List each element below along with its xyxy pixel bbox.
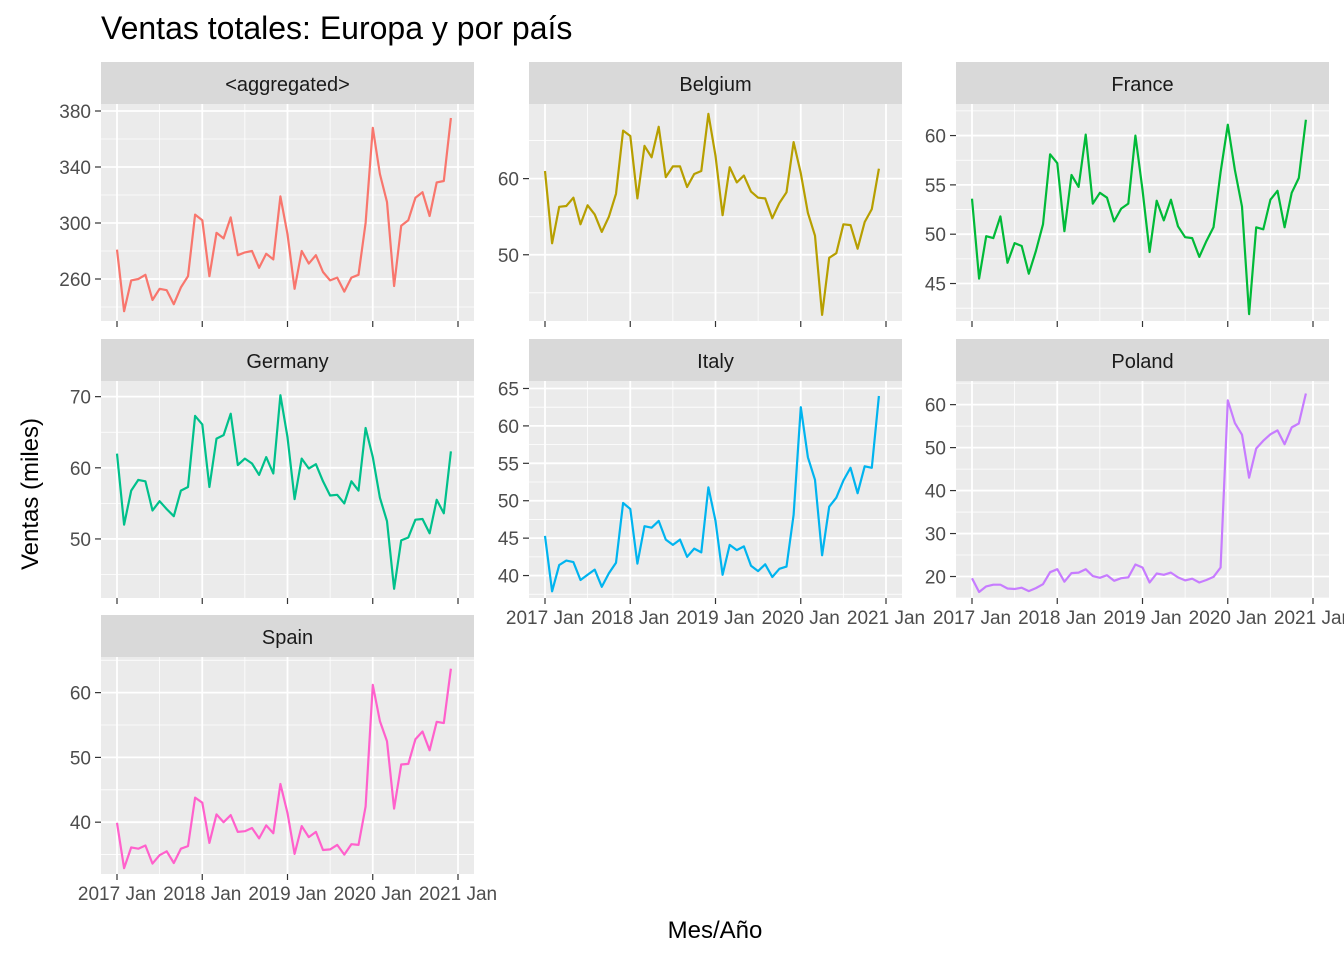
y-tick-label: 60 [925,396,946,417]
y-tick-label: 60 [925,127,946,148]
y-tick-label: 60 [498,170,519,191]
y-tick-label: 50 [498,246,519,267]
y-axis-title: Ventas (miles) [17,418,44,570]
y-tick-label: 380 [59,102,91,123]
y-tick-label: 50 [925,439,946,460]
series-line-spain [115,668,452,870]
x-tick-label: 2021 Jan [419,884,497,905]
y-tick-label: 50 [70,748,91,769]
facet-belgium: Belgium 50 60 [498,62,902,327]
facet-strip-label: Germany [246,351,328,373]
facet-strip [101,615,474,657]
x-tick-label: 2021 Jan [847,608,925,629]
facet-panels: <aggregated>260300340380Belgium5060Franc… [59,62,1344,905]
facet-aggregated: <aggregated> 260 300 340 380 [59,62,474,327]
x-tick-label: 2017 Jan [78,884,156,905]
y-tick-label: 40 [925,482,946,503]
facet-italy: Italy 40 45 50 55 60 65 2017 Jan 2018 Jan 2019 Ja… [498,339,925,629]
y-tick-label: 55 [925,176,946,197]
x-tick-label: 2021 Jan [1274,608,1344,629]
x-tick-label: 2020 Jan [334,884,412,905]
facet-strip-label: Belgium [679,74,751,96]
facet-strip [956,339,1329,381]
y-tick-label: 55 [498,454,519,475]
facet-strip-label: Italy [697,351,734,373]
series-line-belgium [543,112,880,316]
x-tick-label: 2019 Jan [676,608,754,629]
x-axis-title: Mes/Año [668,917,763,944]
facet-strip [529,62,902,104]
x-tick-label: 2020 Jan [762,608,840,629]
x-tick-label: 2018 Jan [591,608,669,629]
series-line-france [970,119,1307,316]
y-tick-label: 50 [70,530,91,551]
y-tick-label: 20 [925,568,946,589]
y-tick-label: 60 [498,417,519,438]
y-tick-label: 30 [925,525,946,546]
series-line-aggregated [115,117,452,313]
y-tick-label: 340 [59,158,91,179]
y-tick-label: 70 [70,388,91,409]
x-tick-label: 2019 Jan [248,884,326,905]
facet-strip [101,339,474,381]
y-tick-label: 60 [70,684,91,705]
facet-strip [101,62,474,104]
y-tick-label: 40 [498,567,519,588]
facet-strip-label: Poland [1111,351,1173,373]
y-tick-label: 45 [925,275,946,296]
series-line-poland [971,393,1307,594]
x-tick-label: 2020 Jan [1189,608,1267,629]
facet-france: France 45 50 55 60 [925,62,1329,327]
y-tick-label: 50 [925,225,946,246]
x-tick-label: 2018 Jan [163,884,241,905]
y-tick-label: 260 [59,270,91,291]
facet-germany: Germany 50 60 70 [70,339,474,604]
facet-strip-label: <aggregated> [225,74,350,96]
series-line-germany [115,394,452,590]
series-line-italy [543,395,880,593]
x-tick-label: 2017 Jan [506,608,584,629]
y-tick-label: 40 [70,813,91,834]
facet-spain: Spain 40 50 60 2017 Jan 2018 Jan 2019 Jan 2020 … [70,615,497,905]
facet-strip [529,339,902,381]
facet-poland: Poland 20 30 40 50 60 2017 Jan 2018 Jan 2019 Jan… [925,339,1344,629]
x-tick-label: 2019 Jan [1103,608,1181,629]
y-tick-label: 45 [498,529,519,550]
facet-strip-label: Spain [262,627,313,649]
y-tick-label: 50 [498,492,519,513]
facet-strip [956,62,1329,104]
facet-strip-label: France [1111,74,1173,96]
chart-title: Ventas totales: Europa y por país [101,10,572,46]
x-tick-label: 2018 Jan [1018,608,1096,629]
y-tick-label: 65 [498,379,519,400]
y-tick-label: 60 [70,459,91,480]
x-tick-label: 2017 Jan [933,608,1011,629]
y-tick-label: 300 [59,214,91,235]
